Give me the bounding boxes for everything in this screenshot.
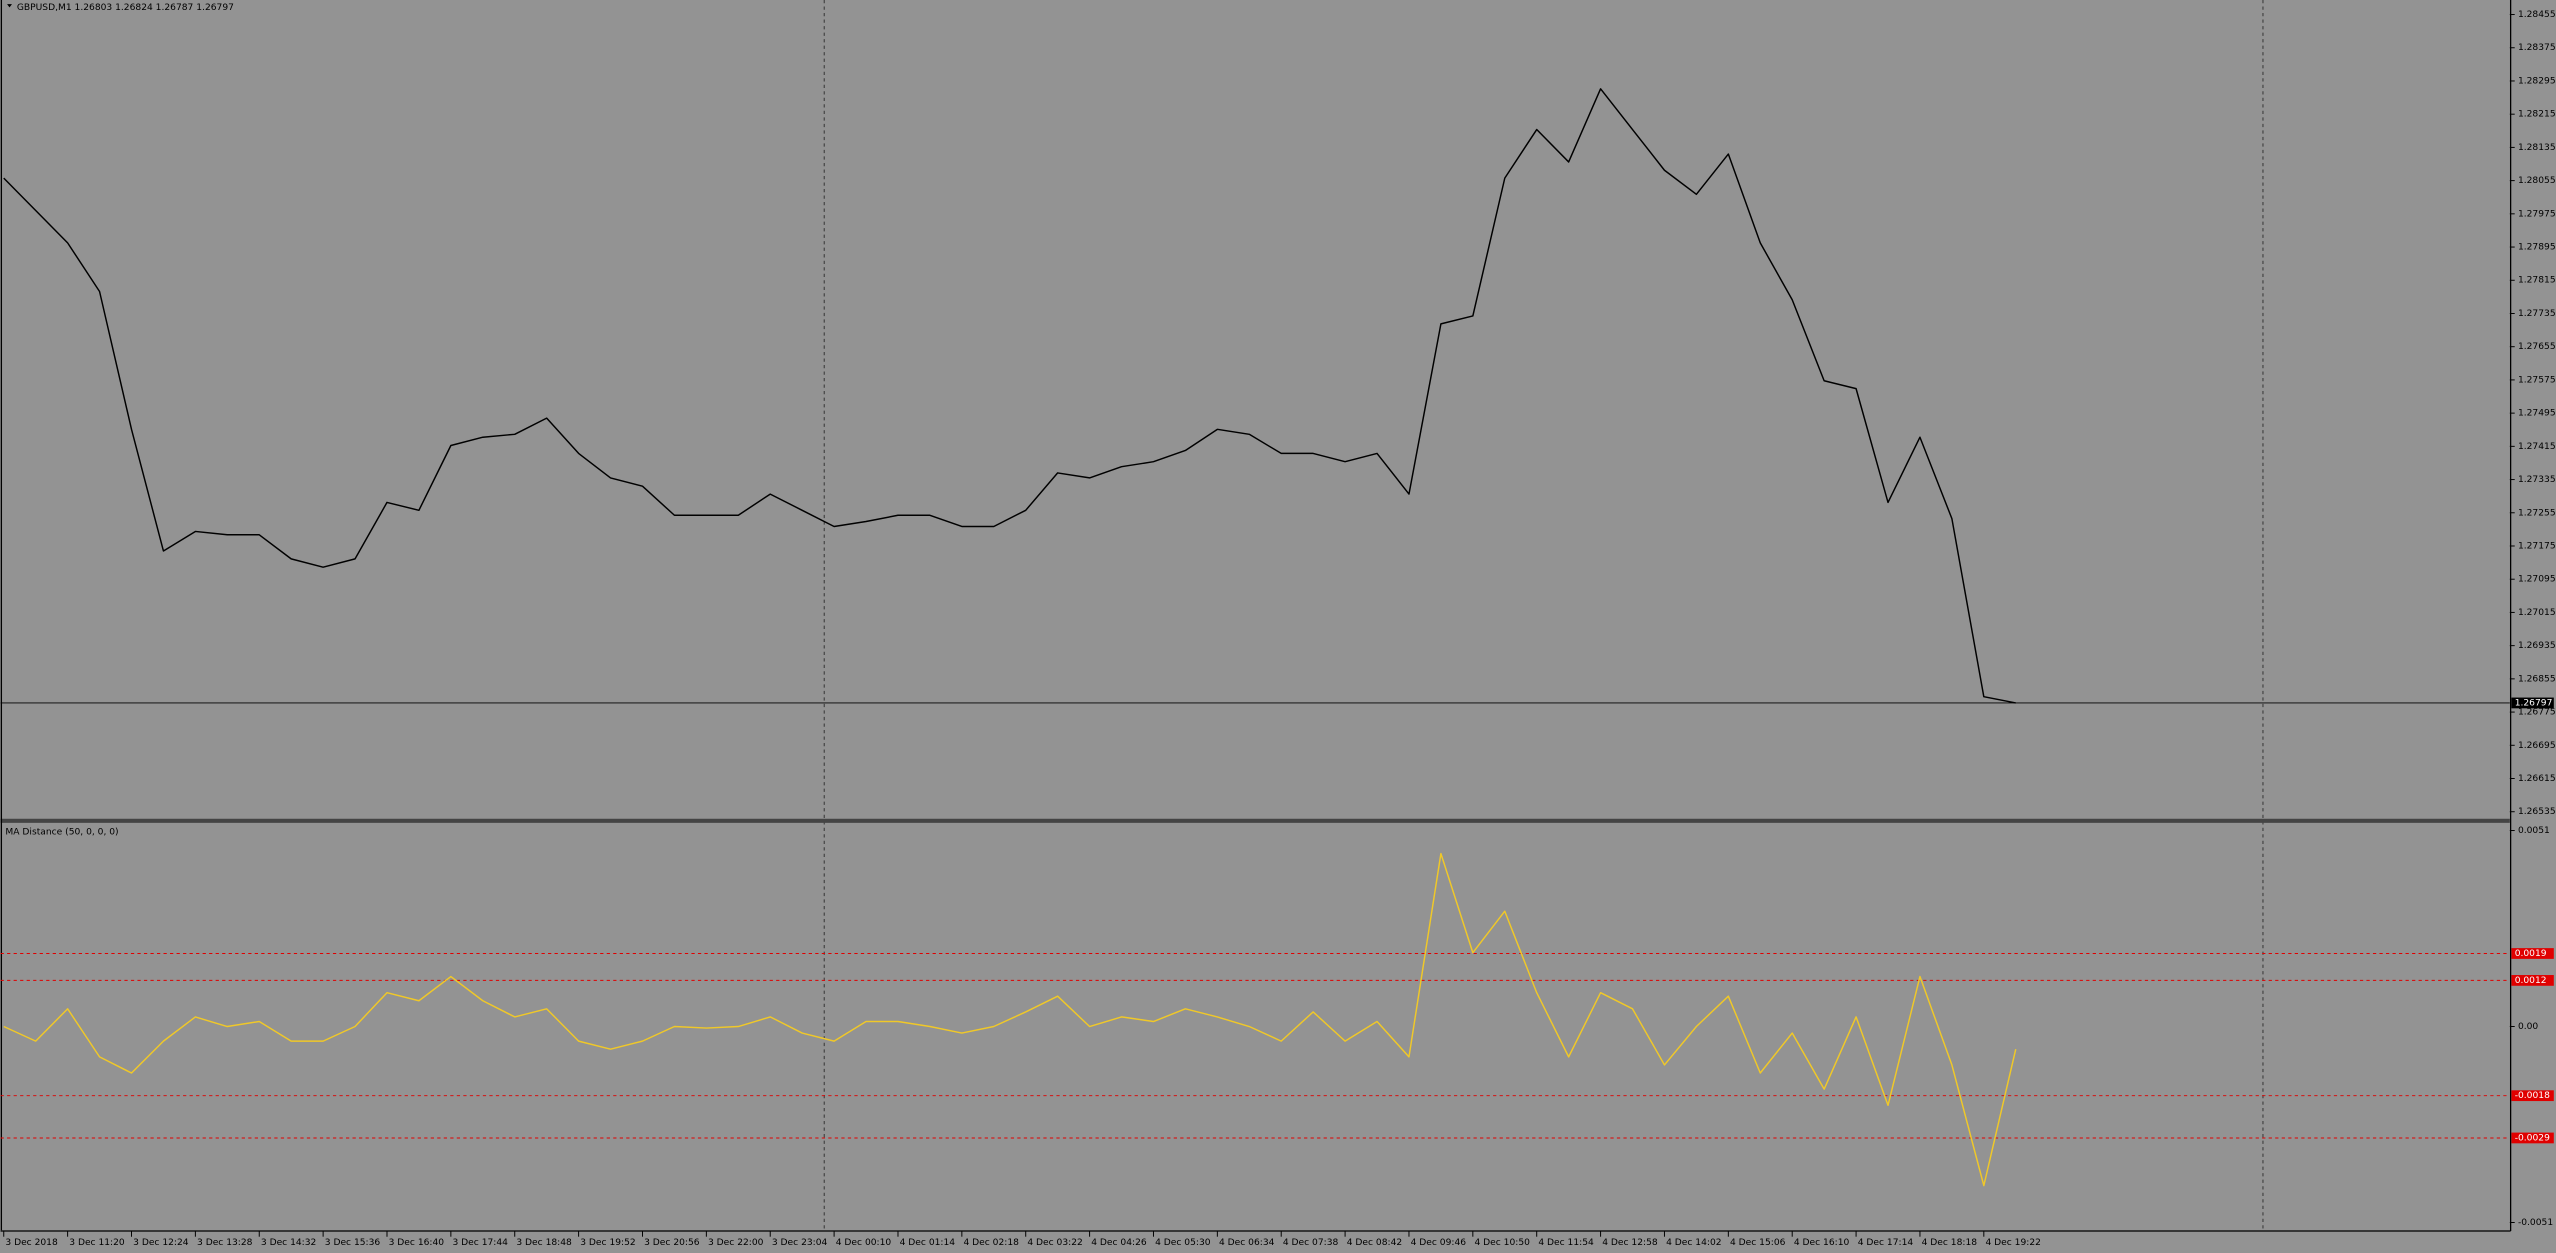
x-tick-label: 3 Dec 19:52 [580, 1238, 635, 1248]
level-label: 0.0012 [2515, 976, 2547, 986]
x-tick-label: 3 Dec 11:20 [69, 1238, 125, 1248]
x-tick-label: 4 Dec 03:22 [1027, 1238, 1082, 1248]
level-label-box [2511, 1132, 2554, 1144]
x-tick-label: 3 Dec 15:36 [325, 1238, 381, 1248]
y-tick-label: 1.28375 [2518, 43, 2556, 53]
x-tick-label: 4 Dec 19:22 [1985, 1238, 2040, 1248]
x-tick-label: 4 Dec 07:38 [1283, 1238, 1339, 1248]
level-label: -0.0018 [2515, 1091, 2550, 1101]
y-tick-label: 1.28295 [2518, 76, 2556, 86]
y-tick-label: 1.28455 [2518, 10, 2556, 20]
y-tick-label: 1.27495 [2518, 409, 2556, 419]
x-tick-label: 3 Dec 13:28 [197, 1238, 253, 1248]
x-tick-label: 3 Dec 23:04 [772, 1238, 828, 1248]
y-tick-label: 1.27655 [2518, 342, 2556, 352]
y-tick-label: 1.27975 [2518, 209, 2556, 219]
y-tick-label: -0.0051 [2518, 1218, 2553, 1228]
level-label-box [2511, 975, 2554, 986]
x-tick-label: 3 Dec 2018 [5, 1238, 58, 1248]
x-tick-label: 4 Dec 05:30 [1155, 1238, 1211, 1248]
x-tick-label: 4 Dec 01:14 [900, 1238, 956, 1248]
level-label-box [2511, 948, 2554, 959]
y-tick-label: 1.27175 [2518, 541, 2556, 551]
y-tick-label: 1.27255 [2518, 508, 2556, 518]
x-tick-label: 4 Dec 06:34 [1219, 1238, 1275, 1248]
last-price-label: 1.26797 [2515, 698, 2553, 708]
y-tick-label: 0.00 [2518, 1022, 2538, 1032]
y-tick-label: 1.27575 [2518, 375, 2556, 385]
indicator-title: MA Distance (50, 0, 0, 0) [5, 827, 118, 837]
title-arrow [7, 4, 12, 8]
x-tick-label: 3 Dec 16:40 [389, 1238, 445, 1248]
level-label: -0.0029 [2515, 1133, 2550, 1143]
y-tick-label: 1.27735 [2518, 309, 2556, 319]
x-tick-label: 4 Dec 11:54 [1538, 1238, 1594, 1248]
x-tick-label: 3 Dec 18:48 [516, 1238, 572, 1248]
y-tick-label: 1.26775 [2518, 708, 2556, 718]
y-tick-label: 1.26695 [2518, 741, 2556, 751]
x-tick-label: 4 Dec 15:06 [1730, 1238, 1786, 1248]
x-tick-label: 4 Dec 00:10 [836, 1238, 892, 1248]
y-tick-label: 1.28135 [2518, 143, 2556, 153]
x-tick-label: 3 Dec 14:32 [261, 1238, 316, 1248]
level-label: 0.0019 [2515, 949, 2547, 959]
y-tick-label: 1.28055 [2518, 176, 2556, 186]
x-tick-label: 4 Dec 10:50 [1474, 1238, 1530, 1248]
y-tick-label: 1.27415 [2518, 442, 2556, 452]
x-tick-label: 3 Dec 20:56 [644, 1238, 700, 1248]
y-tick-label: 1.27095 [2518, 575, 2556, 585]
series-line [3, 852, 2017, 1187]
y-tick-label: 1.28215 [2518, 110, 2556, 120]
x-tick-label: 3 Dec 22:00 [708, 1238, 764, 1248]
x-tick-label: 4 Dec 12:58 [1602, 1238, 1658, 1248]
level-label-box [2511, 1090, 2554, 1102]
series-line [3, 88, 2016, 704]
y-tick-label: 1.27895 [2518, 243, 2556, 253]
y-tick-label: 1.27335 [2518, 475, 2556, 485]
x-tick-label: 4 Dec 17:14 [1858, 1238, 1914, 1248]
y-tick-label: 0.0051 [2518, 826, 2550, 836]
chart-title: GBPUSD,M1 1.26803 1.26824 1.26787 1.2679… [17, 3, 234, 13]
y-tick-label: 1.26535 [2518, 807, 2556, 817]
x-tick-label: 3 Dec 17:44 [452, 1238, 508, 1248]
y-tick-label: 1.26855 [2518, 674, 2556, 684]
y-tick-label: 1.26615 [2518, 774, 2556, 784]
x-tick-label: 4 Dec 16:10 [1794, 1238, 1850, 1248]
last-price-box [2511, 697, 2554, 709]
y-tick-label: 1.27815 [2518, 276, 2556, 286]
x-tick-label: 3 Dec 12:24 [133, 1238, 189, 1248]
x-tick-label: 4 Dec 14:02 [1666, 1238, 1721, 1248]
y-tick-label: 1.27015 [2518, 608, 2556, 618]
panel-separator [0, 818, 2510, 823]
x-tick-label: 4 Dec 04:26 [1091, 1238, 1147, 1248]
x-tick-label: 4 Dec 09:46 [1411, 1238, 1467, 1248]
x-tick-label: 4 Dec 02:18 [963, 1238, 1019, 1248]
x-tick-label: 4 Dec 18:18 [1922, 1238, 1978, 1248]
y-tick-label: 1.26935 [2518, 641, 2556, 651]
x-tick-label: 4 Dec 08:42 [1347, 1238, 1402, 1248]
